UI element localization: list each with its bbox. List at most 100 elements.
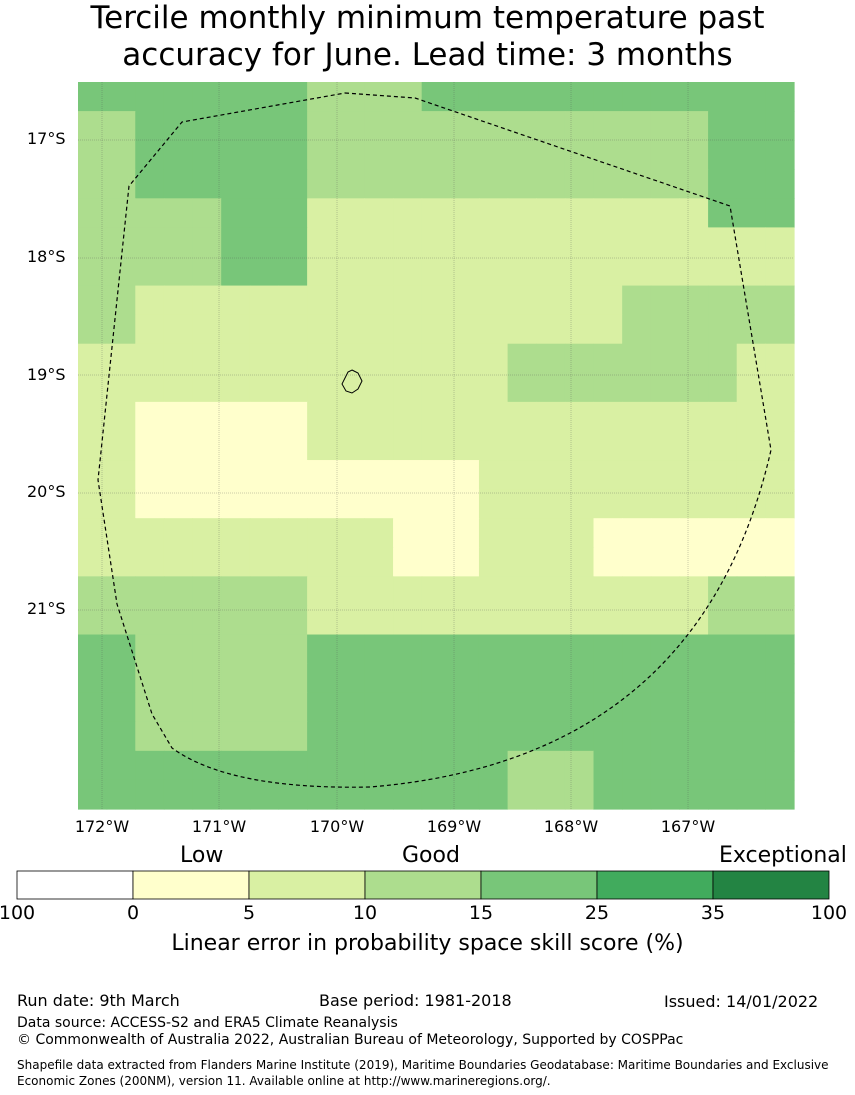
grid-cell <box>564 314 595 345</box>
grid-cell <box>163 634 194 665</box>
grid-cell <box>679 430 709 461</box>
grid-cell <box>736 343 766 374</box>
grid-cell <box>192 314 222 345</box>
grid-cell <box>249 634 280 665</box>
grid-cell <box>679 721 709 752</box>
grid-cell <box>478 285 509 316</box>
grid-cell <box>450 721 480 752</box>
grid-cell <box>335 489 365 519</box>
grid-cell <box>393 605 423 636</box>
grid-cell <box>393 401 423 432</box>
grid-cell <box>679 314 709 345</box>
grid-cell <box>679 227 709 258</box>
grid-cell <box>249 721 280 752</box>
grid-cell <box>364 634 394 665</box>
grid-cell <box>679 82 709 112</box>
grid-cell <box>507 576 537 607</box>
grid-cell <box>708 169 738 199</box>
grid-cell <box>192 663 222 694</box>
grid-cell <box>650 605 681 636</box>
grid-cell <box>135 140 165 170</box>
run-date: Run date: 9th March <box>17 991 180 1010</box>
grid-cell <box>364 314 394 345</box>
grid-cell <box>536 343 566 374</box>
lat-label-17s: 17°S <box>27 129 66 148</box>
grid-cell <box>221 721 251 752</box>
grid-cell <box>307 227 337 258</box>
colorbar-tick: 100 <box>0 902 36 924</box>
grid-cell <box>221 401 251 432</box>
lon-label-168w: 168°W <box>543 817 599 836</box>
grid-cell <box>106 140 136 170</box>
grid-cell <box>536 460 566 490</box>
grid-cell <box>135 460 165 490</box>
colorbar-segment <box>16 870 134 900</box>
grid-cell <box>192 547 222 577</box>
grid-cell <box>507 779 537 810</box>
grid-cell <box>78 547 108 577</box>
grid-cell <box>364 256 394 287</box>
lat-label-20s: 20°S <box>27 482 66 501</box>
grid-cell <box>221 779 251 810</box>
grid-cell <box>364 227 394 258</box>
grid-cell <box>564 111 595 141</box>
grid-cell <box>393 489 423 519</box>
grid-cell <box>765 82 795 112</box>
grid-cell <box>364 111 394 141</box>
grid-cell <box>736 140 766 170</box>
grid-cell <box>135 547 165 577</box>
grid-cell <box>135 82 165 112</box>
grid-cell <box>249 663 280 694</box>
grid-cell <box>163 256 194 287</box>
grid-cell <box>135 489 165 519</box>
grid-cell <box>278 576 308 607</box>
grid-cell <box>364 460 394 490</box>
grid-cell <box>650 547 681 577</box>
island-outline <box>341 369 363 394</box>
grid-cell <box>622 605 652 636</box>
grid-cell <box>192 430 222 461</box>
grid-cell <box>249 372 280 403</box>
grid-cell <box>393 82 423 112</box>
grid-cell <box>708 634 738 665</box>
grid-cell <box>679 605 709 636</box>
grid-cell <box>393 140 423 170</box>
grid-cell <box>163 227 194 258</box>
grid-cell <box>249 140 280 170</box>
grid-cell <box>421 634 451 665</box>
grid-cell <box>478 343 509 374</box>
grid-cell <box>278 430 308 461</box>
grid-cell <box>221 140 251 170</box>
grid-cell <box>507 634 537 665</box>
grid-cell <box>650 285 681 316</box>
grid-cell <box>163 460 194 490</box>
grid-cell <box>135 430 165 461</box>
grid-cell <box>78 489 108 519</box>
grid-cell <box>593 111 623 141</box>
grid-cell <box>708 779 738 810</box>
grid-cell <box>765 198 795 228</box>
grid-cell <box>135 343 165 374</box>
grid-cell <box>421 663 451 694</box>
grid-cell <box>708 82 738 112</box>
grid-cell <box>593 169 623 199</box>
grid-cell <box>450 750 480 781</box>
grid-cell <box>307 663 337 694</box>
grid-cell <box>650 343 681 374</box>
grid-cell <box>221 169 251 199</box>
grid-cell <box>221 547 251 577</box>
grid-cell <box>593 576 623 607</box>
grid-cell <box>450 372 480 403</box>
grid-cell <box>364 198 394 228</box>
grid-cell <box>106 518 136 548</box>
grid-cell <box>364 663 394 694</box>
grid-cell <box>564 663 595 694</box>
grid-cell <box>221 343 251 374</box>
grid-cell <box>249 518 280 548</box>
grid-cell <box>593 343 623 374</box>
grid-cell <box>335 343 365 374</box>
grid-cell <box>736 489 766 519</box>
grid-cell <box>736 82 766 112</box>
grid-cell <box>364 140 394 170</box>
grid-cell <box>278 460 308 490</box>
